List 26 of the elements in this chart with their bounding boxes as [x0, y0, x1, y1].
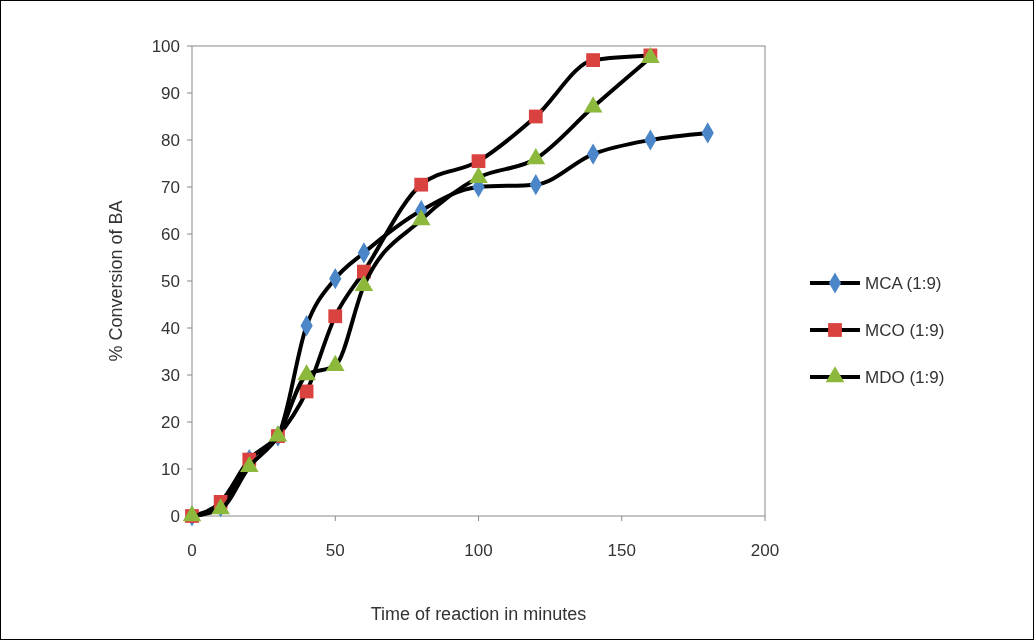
y-tick-label: 10: [161, 459, 180, 479]
y-tick-label: 20: [161, 412, 180, 432]
y-tick-label: 40: [161, 318, 180, 338]
x-tick-label: 200: [750, 541, 780, 560]
x-tick-label: 100: [464, 541, 493, 560]
legend-label: MCO (1:9): [865, 320, 945, 340]
y-tick-label: 90: [161, 83, 180, 103]
y-tick-label: 30: [161, 365, 180, 385]
y-tick-label: 100: [151, 36, 180, 56]
point: [528, 109, 543, 124]
y-tick-label: 80: [161, 130, 180, 150]
point: [328, 309, 343, 324]
y-tick-label: 70: [161, 177, 180, 197]
x-tick-label: 150: [607, 541, 636, 560]
x-tick-label: 50: [325, 541, 345, 560]
y-tick-label: 50: [161, 271, 180, 291]
point: [586, 53, 600, 67]
y-axis-title: % Conversion of BA: [106, 200, 126, 362]
y-tick-label: 0: [170, 506, 180, 526]
x-tick-label: 0: [187, 541, 197, 560]
legend-label: MCA (1:9): [865, 273, 942, 293]
point: [414, 177, 429, 192]
legend-label: MDO (1:9): [865, 367, 945, 387]
x-axis-title: Time of reaction in minutes: [370, 604, 587, 624]
y-tick-label: 60: [161, 224, 180, 244]
point: [471, 154, 486, 169]
